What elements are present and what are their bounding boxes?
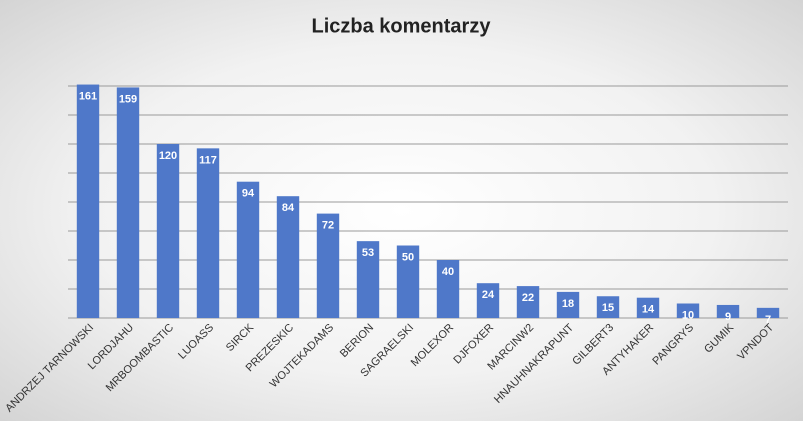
data-label: 14 <box>642 304 655 316</box>
x-tick-label: HNAUHNAKRAPUNT <box>492 322 576 406</box>
data-label: 9 <box>725 311 731 323</box>
data-label: 22 <box>522 292 534 304</box>
bar <box>316 213 340 318</box>
x-tick-label: GUMIK <box>702 321 736 355</box>
data-label: 161 <box>79 90 97 102</box>
bar <box>676 303 700 318</box>
bar <box>396 245 420 318</box>
bar <box>196 148 220 318</box>
x-tick-label: SIRCK <box>224 321 257 354</box>
x-tick-label: LUOASS <box>176 322 216 362</box>
bar <box>716 304 740 318</box>
data-label: 94 <box>242 188 255 200</box>
data-label: 15 <box>602 302 614 314</box>
data-label: 10 <box>682 309 694 321</box>
x-tick-label: MRBOOMBASTIC <box>104 322 176 394</box>
bar <box>436 260 460 318</box>
bar <box>596 296 620 318</box>
data-label: 72 <box>322 220 334 232</box>
data-label: 24 <box>482 289 495 301</box>
x-tick-label: MOLEXOR <box>409 322 456 369</box>
data-label: 50 <box>402 251 414 263</box>
bar <box>236 181 260 318</box>
bar <box>76 84 100 318</box>
x-tick-label: PANGRYS <box>650 322 696 368</box>
data-label: 7 <box>765 314 771 326</box>
x-tick-label: BERION <box>338 322 376 360</box>
data-label: 40 <box>442 266 454 278</box>
bar <box>116 87 140 318</box>
bar <box>516 286 540 318</box>
bar <box>356 241 380 318</box>
bar <box>636 297 660 318</box>
x-tick-label: VPNDOT <box>735 321 776 362</box>
data-label: 84 <box>282 202 295 214</box>
chart-title: Liczba komentarzy <box>312 15 492 37</box>
data-label: 120 <box>159 150 177 162</box>
bar <box>276 196 300 318</box>
data-label: 18 <box>562 298 574 310</box>
bar <box>756 307 780 318</box>
bar <box>476 283 500 318</box>
bar <box>556 291 580 318</box>
data-label: 53 <box>362 247 374 259</box>
bar <box>156 144 180 318</box>
data-label: 159 <box>119 93 137 105</box>
data-label: 117 <box>199 154 217 166</box>
x-tick-label: ANDRZEJ TARNOWSKI <box>3 322 96 415</box>
